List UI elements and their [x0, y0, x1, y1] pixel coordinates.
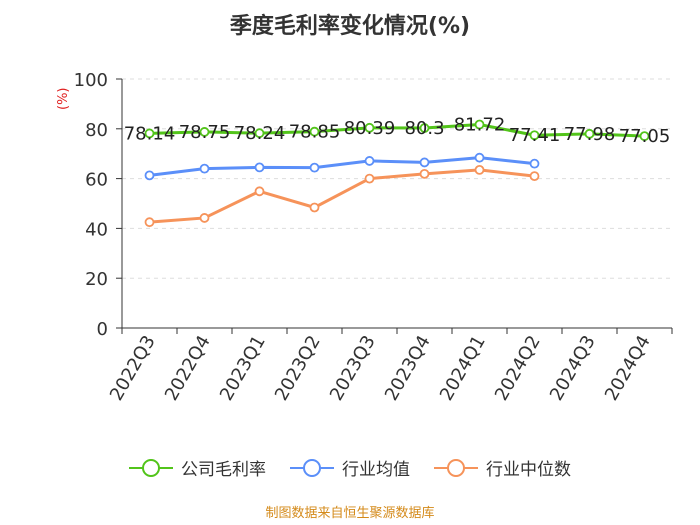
- series-3-point: [254, 186, 265, 197]
- legend-item-1[interactable]: 公司毛利率: [129, 455, 266, 480]
- x-tick-label: 2024Q1: [436, 332, 490, 404]
- y-tick-label: 60: [85, 170, 108, 191]
- x-tick-label: 2023Q3: [326, 332, 380, 404]
- legend-label: 行业中位数: [486, 460, 571, 480]
- series-3-point: [474, 164, 485, 175]
- series-1-point: [529, 130, 540, 141]
- series-2-point: [474, 152, 485, 163]
- y-tick-label: 80: [85, 120, 108, 141]
- legend-item-3[interactable]: 行业中位数: [434, 455, 571, 480]
- series-1-point: [199, 127, 210, 137]
- legend-line-circle-icon: [434, 458, 478, 477]
- x-tick-label: 2023Q2: [271, 332, 325, 404]
- series-3-point: [529, 171, 540, 182]
- source-note: 制图数据来自恒生聚源数据库: [265, 506, 435, 521]
- series-line-3: [149, 168, 535, 224]
- legend: 公司毛利率 行业均值 行业中位数: [0, 455, 700, 480]
- x-tick-label: 2024Q4: [601, 332, 655, 404]
- series-2-point: [364, 156, 375, 166]
- x-tick-label: 2023Q4: [381, 332, 435, 404]
- x-tick-label: 2024Q2: [491, 332, 545, 404]
- legend-line-circle-icon: [290, 458, 334, 477]
- data-label: 77.05: [619, 126, 671, 147]
- series-2-point: [309, 162, 320, 173]
- series-1-point: [254, 128, 265, 139]
- legend-item-2[interactable]: 行业均值: [290, 455, 410, 480]
- series-2-point: [529, 158, 540, 169]
- series-line-2: [149, 156, 535, 177]
- x-tick-label: 2022Q4: [161, 332, 215, 404]
- series-2-point: [419, 157, 430, 168]
- data-label: 80.39: [344, 118, 396, 139]
- series-3-point: [309, 202, 320, 213]
- series-2-point: [144, 170, 155, 181]
- series-3-point: [419, 168, 430, 179]
- series-3-point: [144, 217, 155, 228]
- data-label: 81.72: [454, 115, 506, 136]
- series-1-point: [639, 131, 650, 142]
- x-tick-label: 2022Q3: [106, 332, 160, 404]
- y-tick-label: 20: [85, 269, 108, 290]
- series-2-point: [199, 163, 210, 174]
- data-label: 77.98: [564, 124, 616, 145]
- series-3-point: [199, 213, 210, 223]
- data-label: 78.75: [179, 122, 231, 143]
- series-2-point: [254, 162, 265, 173]
- legend-line-circle-icon: [129, 458, 173, 477]
- chart-title: 季度毛利率变化情况(%): [229, 14, 471, 39]
- data-label: 78.14: [124, 123, 176, 144]
- series-1-point: [364, 122, 375, 133]
- series-1-point: [419, 123, 430, 133]
- data-label: 78.24: [234, 123, 286, 144]
- series-1-point: [144, 128, 155, 139]
- series-1-point: [474, 119, 485, 130]
- data-label: 78.85: [289, 122, 341, 143]
- legend-label: 行业均值: [342, 460, 410, 480]
- x-tick-label: 2023Q1: [216, 332, 270, 404]
- data-label: 80.3: [404, 118, 444, 139]
- y-tick-label: 0: [97, 319, 108, 340]
- legend-label: 公司毛利率: [181, 460, 266, 480]
- series-line-1: [149, 123, 645, 138]
- series-1-point: [584, 128, 595, 139]
- y-tick-label: 100: [74, 70, 108, 91]
- series-1-point: [309, 126, 320, 137]
- y-tick-label: 40: [85, 219, 108, 240]
- data-label: 77.41: [509, 125, 561, 146]
- series-3-point: [364, 173, 375, 184]
- x-tick-label: 2024Q3: [546, 332, 600, 404]
